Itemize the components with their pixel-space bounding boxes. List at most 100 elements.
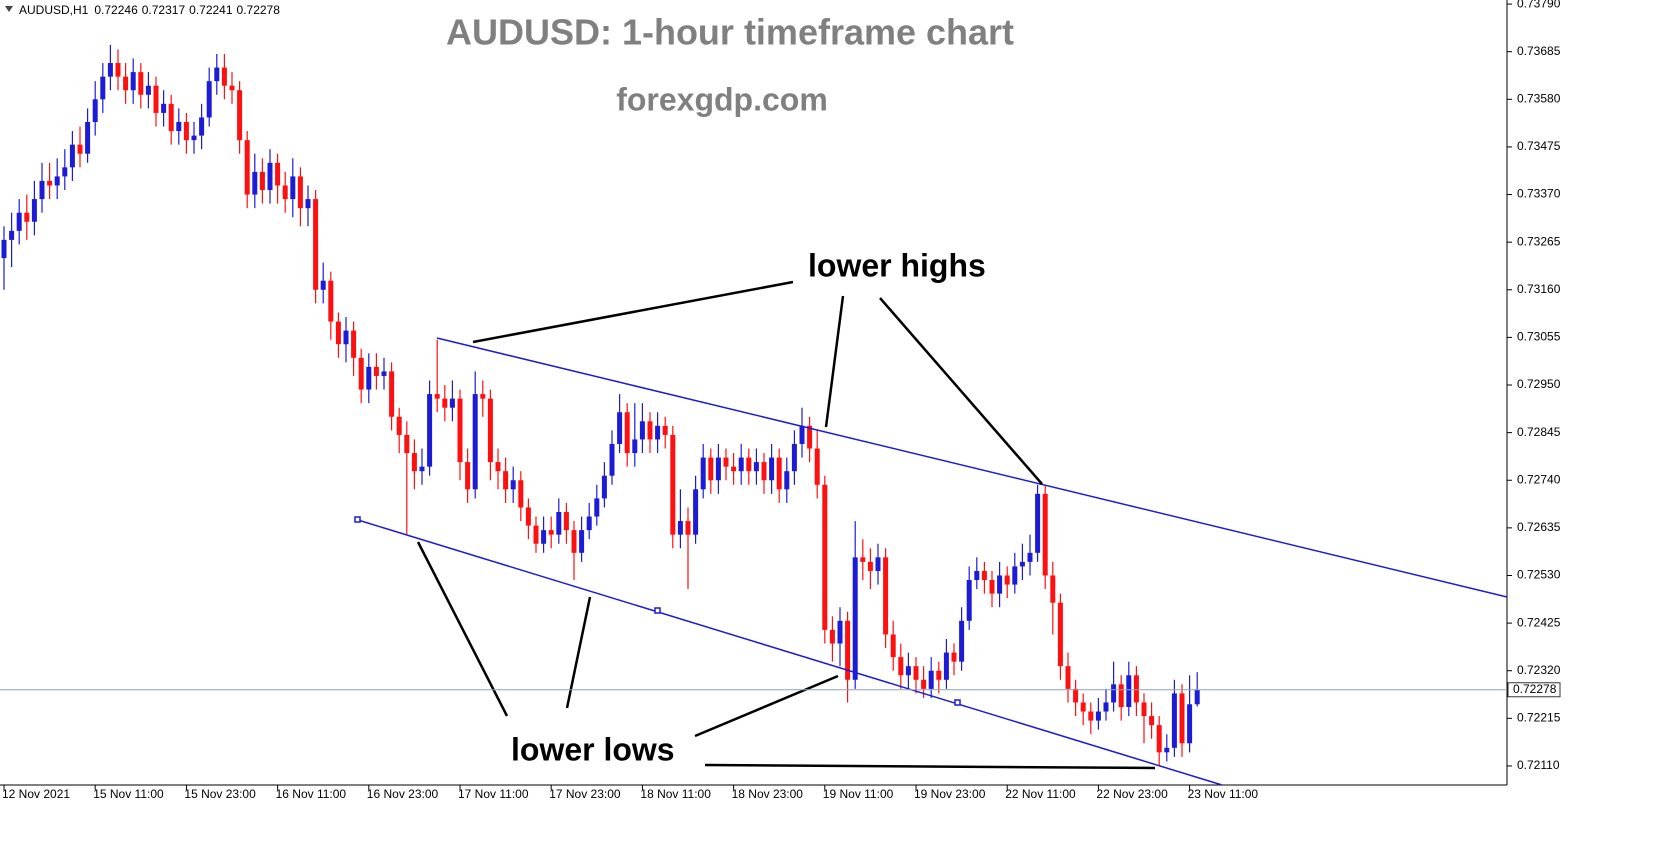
candle-body xyxy=(829,629,835,644)
y-tick-label: 0.73475 xyxy=(1517,139,1561,153)
channel-handle xyxy=(354,516,361,523)
candle-body xyxy=(259,171,265,191)
candle-body xyxy=(700,457,706,490)
x-tick-label: 17 Nov 11:00 xyxy=(458,787,529,801)
candle-body xyxy=(1027,552,1033,562)
candle-body xyxy=(867,561,873,571)
channel-upper xyxy=(436,337,1508,598)
candle-body xyxy=(905,666,911,676)
y-tick-label: 0.72950 xyxy=(1517,377,1561,391)
candle-body xyxy=(457,398,463,463)
candle-body xyxy=(837,620,843,644)
candle-body xyxy=(579,530,585,553)
candle-body xyxy=(123,76,129,91)
candle-body xyxy=(617,412,623,444)
candle-body xyxy=(472,394,478,490)
candle-body xyxy=(62,167,68,177)
candle-body xyxy=(875,557,881,571)
y-tick-label: 0.72845 xyxy=(1517,425,1561,439)
candle-body xyxy=(533,525,539,544)
candle-body xyxy=(1156,725,1162,753)
candle-body xyxy=(989,580,995,594)
y-tick-label: 0.73790 xyxy=(1517,0,1561,10)
candle-body xyxy=(176,121,182,132)
candle-body xyxy=(670,434,676,535)
candle-body xyxy=(237,90,243,141)
x-tick-label: 18 Nov 23:00 xyxy=(732,787,804,801)
candle-body xyxy=(571,530,577,553)
candle-body xyxy=(807,425,813,449)
candle-body xyxy=(320,280,326,290)
candle-body xyxy=(411,453,417,472)
candle-body xyxy=(389,371,395,417)
candle-body xyxy=(328,280,334,322)
x-tick-label: 15 Nov 11:00 xyxy=(93,787,164,801)
candle-body xyxy=(1080,702,1086,712)
candle-body xyxy=(168,103,174,132)
x-tick-label: 19 Nov 11:00 xyxy=(823,787,894,801)
candle-body xyxy=(100,76,106,100)
x-tick-label: 22 Nov 11:00 xyxy=(1005,787,1076,801)
candle-body xyxy=(107,63,113,77)
candle-body xyxy=(776,457,782,490)
candle-body xyxy=(16,212,22,231)
candle-body xyxy=(852,557,858,680)
candle-body xyxy=(685,521,691,535)
y-tick-label: 0.73685 xyxy=(1517,44,1561,58)
candle-body xyxy=(381,371,387,376)
y-tick-label: 0.73265 xyxy=(1517,234,1561,248)
candle-body xyxy=(39,180,45,200)
y-tick-label: 0.72320 xyxy=(1517,663,1561,677)
candle-body xyxy=(1019,561,1025,567)
candle-body xyxy=(1042,493,1048,576)
x-tick-label: 12 Nov 2021 xyxy=(2,787,70,801)
pointer-line xyxy=(416,541,509,717)
candle-body xyxy=(335,321,341,345)
channel-handle xyxy=(654,607,661,614)
candle-body xyxy=(563,511,569,531)
candle-body xyxy=(890,634,896,658)
candle-body xyxy=(548,530,554,535)
candle-body xyxy=(662,425,668,435)
candle-body xyxy=(252,171,258,195)
pointer-line xyxy=(472,280,794,344)
candle-body xyxy=(153,85,159,113)
pointer-line xyxy=(694,674,839,738)
chart-subtitle: forexgdp.com xyxy=(616,81,828,117)
candle-body xyxy=(1111,684,1117,703)
x-tick-label: 22 Nov 23:00 xyxy=(1096,787,1168,801)
candle-body xyxy=(997,575,1003,594)
candle-body xyxy=(1065,666,1071,689)
candle-body xyxy=(419,466,425,472)
candle-body xyxy=(510,480,516,490)
candle-body xyxy=(518,480,524,508)
candle-body xyxy=(647,421,653,440)
candle-body xyxy=(69,144,75,168)
candle-body xyxy=(715,457,721,481)
candle-body xyxy=(1073,688,1079,703)
candle-body xyxy=(138,72,144,95)
candle-body xyxy=(632,439,638,454)
candle-body xyxy=(297,176,303,209)
candle-body xyxy=(145,85,151,95)
candle-body xyxy=(746,457,752,472)
header-high: 0.72317 xyxy=(142,3,186,17)
candle-body xyxy=(24,212,30,222)
candle-body xyxy=(229,85,235,91)
candle-body xyxy=(85,121,91,154)
candle-body xyxy=(525,507,531,526)
candle-body xyxy=(206,81,212,118)
candle-body xyxy=(594,498,600,517)
annotation: lower lows xyxy=(511,731,675,767)
candle-body xyxy=(183,121,189,141)
candle-body xyxy=(1103,702,1109,712)
candle-body xyxy=(769,457,775,481)
candle-body xyxy=(624,412,630,454)
candle-body xyxy=(244,140,250,195)
symbol: AUDUSD,H1 xyxy=(19,3,89,17)
y-tick-label: 0.73055 xyxy=(1517,330,1561,344)
candle-body xyxy=(655,425,661,440)
candle-body xyxy=(1194,689,1200,705)
y-tick-label: 0.72530 xyxy=(1517,568,1561,582)
